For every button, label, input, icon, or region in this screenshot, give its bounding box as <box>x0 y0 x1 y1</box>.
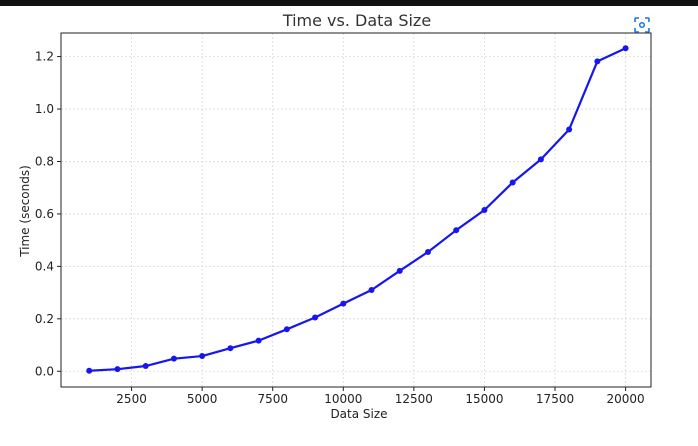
y-tick-label: 0.4 <box>35 259 54 273</box>
x-tick-label: 15000 <box>465 392 503 406</box>
focus-icon[interactable] <box>633 16 651 34</box>
data-point <box>114 366 121 373</box>
data-point <box>340 300 347 307</box>
data-point <box>424 248 431 255</box>
data-point <box>453 227 460 234</box>
x-axis-label: Data Size <box>330 407 387 421</box>
data-point <box>509 179 516 186</box>
x-tick-label: 5000 <box>187 392 218 406</box>
y-tick-label: 1.2 <box>35 50 54 64</box>
data-point <box>481 207 488 213</box>
x-tick-label: 2500 <box>116 392 147 406</box>
series <box>86 45 629 374</box>
y-tick-label: 1.0 <box>35 102 54 116</box>
y-axis-label: Time (seconds) <box>18 165 32 258</box>
y-tick-label: 0.2 <box>35 312 54 326</box>
data-point <box>283 326 290 333</box>
data-point <box>537 156 544 163</box>
data-point <box>142 363 149 370</box>
y-tick-label: 0.0 <box>35 364 54 378</box>
data-point <box>86 367 93 374</box>
data-point <box>199 353 206 360</box>
x-axis: 2500 5000 7500 10000 12500 15000 17500 20000 <box>116 387 645 406</box>
chart-title: Time vs. Data Size <box>282 11 431 30</box>
top-border <box>0 0 698 6</box>
data-point <box>566 126 573 133</box>
data-point <box>396 267 403 274</box>
data-point <box>170 355 177 362</box>
x-tick-label: 10000 <box>324 392 362 406</box>
y-axis: 0.0 0.2 0.4 0.6 0.8 1.0 1.2 <box>35 50 61 378</box>
x-tick-label: 17500 <box>536 392 574 406</box>
grid <box>61 33 651 387</box>
data-point <box>255 337 262 344</box>
plot-frame <box>60 32 652 388</box>
data-point <box>594 58 601 65</box>
data-point <box>622 45 629 52</box>
data-point <box>227 345 234 352</box>
data-point <box>312 314 319 321</box>
x-tick-label: 7500 <box>257 392 288 406</box>
y-tick-label: 0.8 <box>35 154 54 168</box>
series-line <box>89 47 627 372</box>
y-tick-label: 0.6 <box>35 207 54 221</box>
x-tick-label: 20000 <box>606 392 644 406</box>
x-tick-label: 12500 <box>395 392 433 406</box>
data-point <box>368 286 375 293</box>
